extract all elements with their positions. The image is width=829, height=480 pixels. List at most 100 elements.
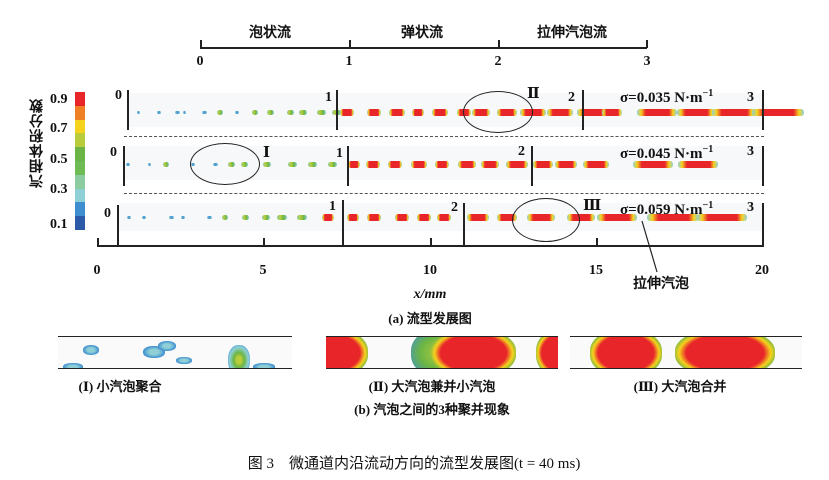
vapor-bubble xyxy=(431,337,516,368)
colorbar-tick: 0.9 xyxy=(50,92,68,107)
vapor-bubble xyxy=(163,161,169,167)
x-tick xyxy=(596,238,598,246)
vapor-bubble xyxy=(126,162,130,166)
x-tick-label: 10 xyxy=(423,263,437,278)
vapor-bubble xyxy=(602,108,622,116)
vapor-bubble xyxy=(675,337,775,368)
vapor-bubble xyxy=(597,213,637,221)
vapor-bubble xyxy=(308,161,317,167)
regime-tick xyxy=(498,40,500,48)
caption-panel-III: (Ⅲ) 大汽泡合并 xyxy=(633,379,727,394)
vapor-bubble xyxy=(366,160,380,168)
vapor-bubble xyxy=(395,213,409,221)
vapor-bubble xyxy=(263,161,271,167)
vapor-bubble xyxy=(242,214,249,220)
vapor-bubble xyxy=(207,215,212,219)
x-tick-label: 5 xyxy=(259,263,267,278)
vapor-bubble xyxy=(299,109,307,115)
section-line xyxy=(127,90,129,130)
x-tick xyxy=(97,238,99,246)
row-separator xyxy=(124,136,764,137)
section-marker: 2 xyxy=(451,200,458,215)
circle-label-I: Ⅰ xyxy=(263,145,271,161)
section-line xyxy=(117,205,119,245)
coalescence-circle-II xyxy=(463,91,533,133)
colorbar-tick: 0.5 xyxy=(50,152,68,167)
regime-tick-label: 3 xyxy=(643,54,651,69)
panel-large-bubble-merge xyxy=(570,336,802,369)
vapor-bubble xyxy=(148,162,151,166)
vapor-bubble xyxy=(752,108,804,116)
vapor-bubble xyxy=(647,213,699,221)
vapor-bubble xyxy=(555,160,577,168)
vapor-bubble xyxy=(697,213,747,221)
vapor-bubble xyxy=(678,160,718,168)
vapor-bubble xyxy=(322,213,334,221)
vapor-bubble xyxy=(277,214,287,220)
vapor-bubble xyxy=(712,108,756,116)
vapor-bubble xyxy=(520,108,546,116)
vapor-bubble xyxy=(432,108,448,116)
vapor-bubble xyxy=(328,161,337,167)
vapor-bubble xyxy=(142,215,146,219)
vapor-bubble xyxy=(202,110,207,114)
regime-axis-line xyxy=(200,47,647,49)
vapor-bubble xyxy=(389,108,405,116)
section-marker: 0 xyxy=(110,145,117,160)
section-marker: 2 xyxy=(568,90,575,105)
vapor-bubble xyxy=(547,108,573,116)
vapor-bubble xyxy=(437,213,451,221)
vapor-bubble xyxy=(388,160,402,168)
figure-caption: 图 3 微通道内沿流动方向的流型发展图(t = 40 ms) xyxy=(247,456,581,472)
colorbar-swatch xyxy=(75,216,85,231)
colorbar-swatch xyxy=(75,133,85,148)
vapor-bubble xyxy=(176,357,192,364)
vapor-bubble xyxy=(348,160,360,168)
sigma-label: σ=0.035 N·m−1 xyxy=(620,88,713,107)
vapor-bubble xyxy=(262,214,270,220)
sigma-text: σ=0.035 N·m xyxy=(620,90,703,106)
vapor-bubble xyxy=(633,160,673,168)
regime-tick-label: 2 xyxy=(494,54,502,69)
vapor-bubble xyxy=(412,108,424,116)
colorbar-swatch xyxy=(75,188,85,203)
sigma-exponent: −1 xyxy=(702,200,714,211)
x-tick xyxy=(430,238,432,246)
x-tick xyxy=(762,238,764,246)
colorbar-swatch xyxy=(75,202,85,217)
section-marker: 2 xyxy=(518,144,525,159)
vapor-bubble xyxy=(288,161,297,167)
vapor-bubble xyxy=(127,215,131,219)
vapor-bubble xyxy=(340,108,354,116)
vapor-bubble xyxy=(175,110,180,114)
vapor-bubble xyxy=(347,213,359,221)
vapor-bubble xyxy=(228,345,250,368)
x-tick xyxy=(263,238,265,246)
vapor-bubble xyxy=(677,108,715,116)
colorbar-tick: 0.7 xyxy=(50,121,68,136)
vapor-bubble xyxy=(536,337,558,368)
colorbar-tick: 0.1 xyxy=(50,217,68,232)
vapor-bubble xyxy=(83,345,99,355)
vapor-bubble xyxy=(326,337,368,368)
x-axis-label: x/mm xyxy=(413,287,447,302)
vapor-bubble xyxy=(267,109,274,115)
regime-bubbly: 泡状流 xyxy=(249,26,291,41)
section-line xyxy=(336,90,338,130)
circle-label-II: Ⅱ xyxy=(527,86,540,102)
vapor-bubble xyxy=(481,160,499,168)
vapor-bubble xyxy=(222,214,228,220)
x-tick-label: 20 xyxy=(755,263,769,278)
section-line xyxy=(531,146,533,186)
colorbar-swatch xyxy=(75,161,85,175)
section-line xyxy=(463,203,465,245)
vapor-bubble xyxy=(181,215,185,219)
vapor-bubble xyxy=(297,214,307,220)
vapor-bubble xyxy=(253,363,275,368)
coalescence-circle-I xyxy=(190,143,260,185)
annotation-leader xyxy=(641,220,658,273)
caption-panel-I: (Ⅰ) 小汽泡聚合 xyxy=(78,379,162,394)
circle-label-III: Ⅲ xyxy=(583,198,602,214)
vapor-bubble xyxy=(533,160,553,168)
regime-tick xyxy=(200,40,202,48)
